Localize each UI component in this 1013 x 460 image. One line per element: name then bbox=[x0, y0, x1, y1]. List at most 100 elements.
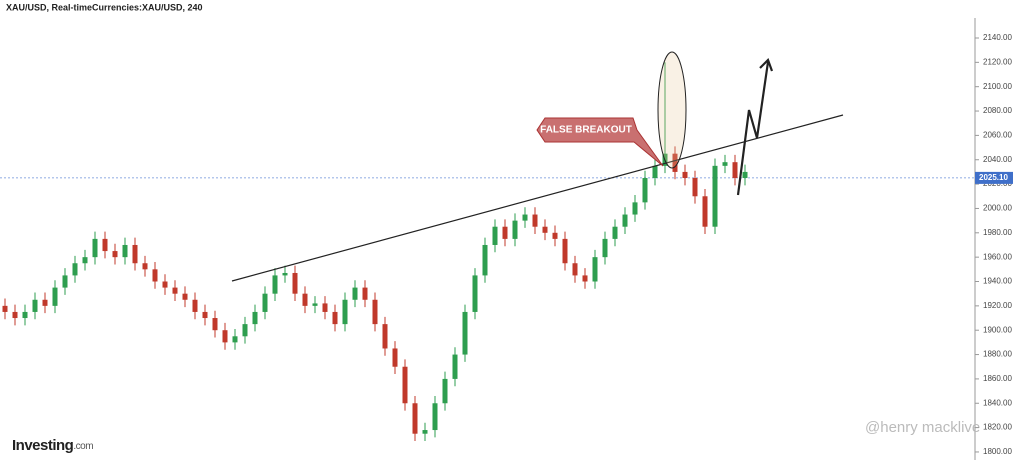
candle-body bbox=[552, 232, 558, 239]
candle-body bbox=[192, 299, 198, 312]
candle-body bbox=[332, 311, 338, 325]
candle-body bbox=[692, 178, 698, 197]
candle-body bbox=[122, 244, 128, 258]
candle-body bbox=[232, 336, 238, 343]
y-tick-label: 1800.00 bbox=[983, 447, 1012, 456]
candle-body bbox=[632, 202, 638, 215]
candle-body bbox=[312, 303, 318, 306]
watermark: @henry macklive bbox=[865, 419, 980, 436]
candle-body bbox=[252, 311, 258, 325]
y-tick-label: 1960.00 bbox=[983, 252, 1012, 261]
candle-body bbox=[602, 238, 608, 258]
candle-body bbox=[302, 293, 308, 306]
y-tick-label: 2040.00 bbox=[983, 155, 1012, 164]
y-tick-label: 2140.00 bbox=[983, 33, 1012, 42]
y-tick-label: 1860.00 bbox=[983, 374, 1012, 383]
candle-body bbox=[12, 311, 18, 319]
candle-body bbox=[162, 281, 168, 288]
candle-body bbox=[502, 226, 508, 239]
callout bbox=[536, 117, 664, 167]
y-tick-label: 2080.00 bbox=[983, 106, 1012, 115]
candle-body bbox=[82, 257, 88, 264]
candle-body bbox=[242, 324, 248, 337]
candle-body bbox=[282, 272, 288, 276]
candle-body bbox=[62, 275, 68, 288]
logo-main: Investing bbox=[12, 437, 74, 454]
candle-body bbox=[172, 287, 178, 294]
candle-body bbox=[652, 165, 658, 179]
logo-suffix: .com bbox=[73, 441, 93, 452]
candle-body bbox=[422, 430, 428, 434]
candle-body bbox=[522, 214, 528, 221]
chart-title: XAU/USD, Real-timeCurrencies:XAU/USD, 24… bbox=[6, 2, 203, 12]
candle-body bbox=[182, 293, 188, 300]
candle-body bbox=[372, 299, 378, 325]
candle-body bbox=[402, 366, 408, 404]
candle-body bbox=[2, 305, 8, 312]
y-tick-label: 2120.00 bbox=[983, 57, 1012, 66]
candle-body bbox=[702, 196, 708, 227]
price-tag-label: 2025.10 bbox=[979, 173, 1008, 182]
candle-body bbox=[442, 378, 448, 404]
y-tick-label: 1840.00 bbox=[983, 398, 1012, 407]
candle-body bbox=[742, 171, 748, 179]
y-tick-label: 2100.00 bbox=[983, 82, 1012, 91]
candle-body bbox=[612, 226, 618, 239]
candle-body bbox=[272, 275, 278, 294]
candle-body bbox=[452, 354, 458, 379]
candle-body bbox=[532, 214, 538, 227]
candle-body bbox=[382, 324, 388, 349]
candle-body bbox=[392, 348, 398, 367]
candle-body bbox=[542, 226, 548, 233]
candle-body bbox=[152, 269, 158, 282]
price-tag bbox=[975, 171, 1013, 184]
candle-body bbox=[142, 263, 148, 270]
candle-body bbox=[572, 263, 578, 276]
candle-body bbox=[412, 403, 418, 434]
trendline bbox=[231, 114, 844, 282]
highlight-ellipse bbox=[657, 51, 687, 169]
candle-body bbox=[52, 287, 58, 306]
candle-body bbox=[712, 165, 718, 227]
y-tick-label: 2000.00 bbox=[983, 204, 1012, 213]
candle-body bbox=[732, 162, 738, 179]
y-tick-label: 1980.00 bbox=[983, 228, 1012, 237]
candle-body bbox=[582, 275, 588, 282]
candle-body bbox=[472, 275, 478, 312]
candle-body bbox=[592, 257, 598, 282]
candle-body bbox=[622, 214, 628, 227]
candle-body bbox=[722, 162, 728, 166]
candle-body bbox=[222, 330, 228, 343]
candle-body bbox=[342, 299, 348, 325]
candle-body bbox=[132, 244, 138, 264]
candle-body bbox=[362, 287, 368, 300]
y-tick-label: 1920.00 bbox=[983, 301, 1012, 310]
logo: Investing.com bbox=[12, 437, 93, 454]
y-tick-label: 1940.00 bbox=[983, 277, 1012, 286]
candle-body bbox=[672, 153, 678, 172]
y-tick-label: 2060.00 bbox=[983, 131, 1012, 140]
candle-body bbox=[202, 311, 208, 319]
candle-body bbox=[512, 220, 518, 239]
y-tick-label: 1820.00 bbox=[983, 423, 1012, 432]
y-tick-label: 1900.00 bbox=[983, 325, 1012, 334]
marks bbox=[0, 62, 975, 442]
candle-body bbox=[262, 293, 268, 312]
candle-body bbox=[462, 311, 468, 355]
candle-body bbox=[642, 178, 648, 203]
annotation: FALSE BREAKOUT bbox=[540, 125, 632, 136]
candle-body bbox=[682, 171, 688, 179]
candle-body bbox=[352, 287, 358, 300]
candle-body bbox=[102, 238, 108, 252]
candle-body bbox=[212, 318, 218, 331]
candle-body bbox=[482, 244, 488, 276]
candle-body bbox=[492, 226, 498, 245]
candle-body bbox=[72, 263, 78, 276]
candle-body bbox=[22, 311, 28, 319]
candle-body bbox=[322, 303, 328, 312]
candle-body bbox=[292, 272, 298, 294]
arrow-head bbox=[759, 58, 774, 72]
candle-body bbox=[92, 238, 98, 258]
